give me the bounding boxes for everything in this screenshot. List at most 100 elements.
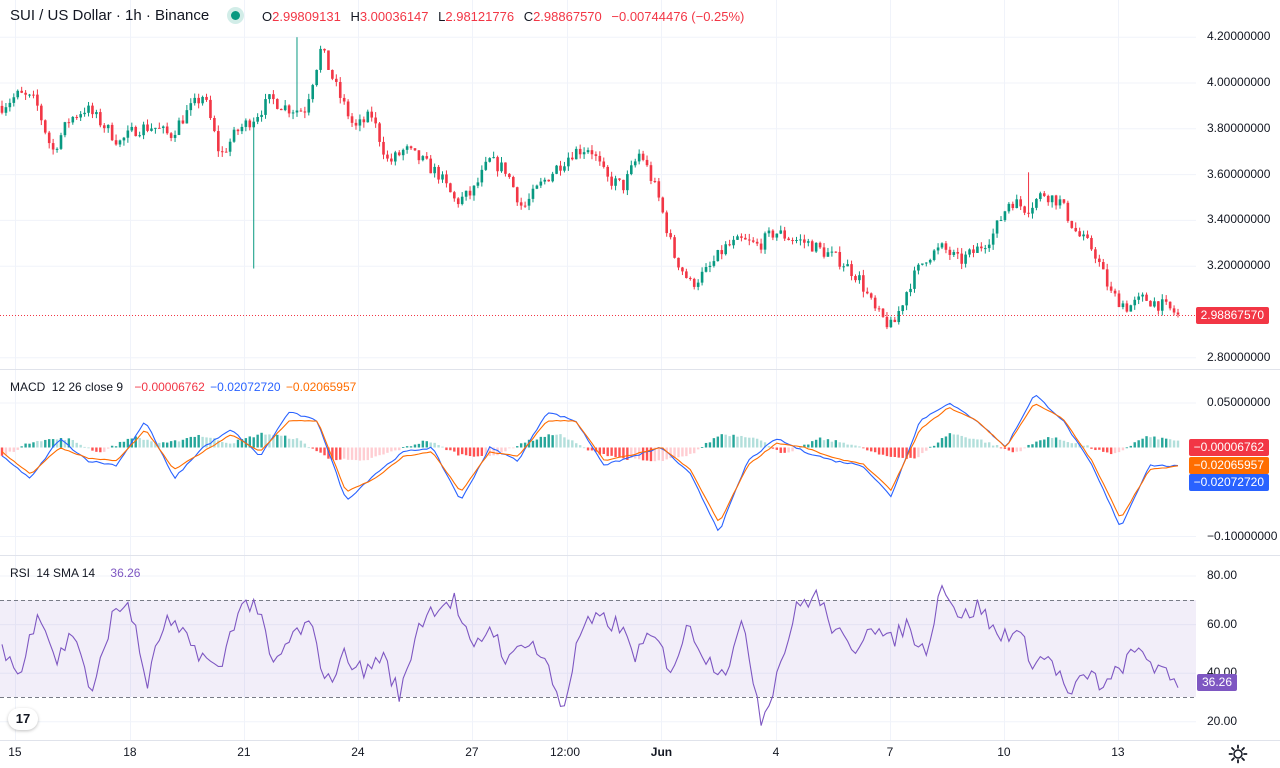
candle-body — [433, 166, 436, 174]
macd-hist-bar — [201, 436, 204, 448]
macd-tick-label: −0.10000000 — [1207, 528, 1278, 543]
candle-body — [122, 137, 126, 141]
candle-body — [311, 85, 315, 100]
candle-body — [677, 257, 680, 268]
high-value: 3.00036147 — [359, 9, 429, 24]
candle-body — [527, 198, 531, 206]
candle-body — [814, 242, 818, 252]
candle-body — [881, 308, 885, 317]
candle-body — [224, 151, 228, 153]
candle-body — [523, 205, 527, 207]
candle-body — [531, 188, 535, 199]
macd-hist-bar — [1153, 436, 1156, 448]
macd-hist-bar — [311, 447, 314, 449]
candle-body — [763, 233, 767, 250]
macd-hist-bar — [1172, 440, 1176, 448]
price-tick-label: 3.60000000 — [1207, 166, 1271, 181]
candle-body — [173, 134, 177, 138]
macd-hist-bar — [165, 442, 169, 448]
candle-body — [460, 196, 464, 205]
candle-body — [1090, 237, 1093, 250]
candle-body — [252, 121, 256, 128]
candle-body — [873, 297, 877, 309]
macd-hist-bar — [437, 445, 440, 448]
candle-body — [397, 152, 401, 156]
candle-body — [1094, 249, 1097, 259]
macd-hist-bar — [748, 437, 751, 448]
macd-hist-bar — [854, 445, 857, 448]
candle-body — [283, 105, 287, 111]
macd-hist-bar — [1113, 447, 1117, 454]
macd-hist-bar — [335, 447, 338, 461]
macd-hist-bar — [696, 447, 700, 450]
candle-body — [740, 236, 743, 238]
macd-hist-bar — [1137, 440, 1140, 448]
macd-hist-bar — [319, 447, 322, 453]
candle-body — [688, 277, 692, 279]
candle-body — [370, 111, 374, 118]
candle-body — [488, 158, 492, 162]
low-label: L — [438, 9, 446, 24]
candle-body — [991, 233, 995, 245]
candle-body — [36, 94, 39, 106]
candle-body — [307, 99, 311, 113]
candle-body — [1176, 312, 1180, 315]
candle-body — [559, 165, 562, 171]
candle-body — [1129, 305, 1133, 312]
candle-body — [1003, 211, 1007, 221]
macd-hist-bar — [661, 447, 664, 462]
macd-hist-bar — [968, 438, 971, 448]
macd-line-value: −0.02072720 — [210, 380, 281, 394]
candle-body — [1078, 231, 1081, 237]
candle-body — [649, 165, 653, 181]
macd-hist-bar — [932, 445, 936, 448]
candle-body — [795, 239, 798, 241]
candle-body — [1137, 296, 1140, 300]
gear-icon[interactable] — [1228, 744, 1248, 764]
candle-body — [95, 112, 98, 115]
macd-hist-bar — [547, 434, 550, 448]
macd-hist-bar — [905, 447, 908, 459]
macd-hist-bar — [543, 436, 546, 448]
candle-body — [181, 120, 185, 124]
macd-hist-bar — [217, 440, 220, 448]
macd-hist-bar — [197, 434, 200, 448]
macd-hist-bar — [441, 446, 444, 448]
macd-hist-bar — [1168, 439, 1172, 448]
candle-body — [40, 105, 43, 121]
candle-body — [728, 244, 731, 246]
macd-hist-bar — [209, 437, 212, 448]
macd-hist-bar — [531, 440, 535, 448]
candle-body — [268, 94, 271, 100]
candle-body — [535, 185, 539, 189]
candle-body — [1019, 199, 1022, 207]
macd-hist-bar — [480, 447, 484, 456]
macd-hist-bar — [1102, 447, 1105, 452]
macd-hist-bar — [582, 447, 586, 449]
macd-hist-bar — [386, 447, 389, 453]
tradingview-logo-icon[interactable]: 17 — [8, 708, 38, 730]
macd-hist-bar — [429, 442, 432, 448]
macd-hist-bar — [185, 438, 189, 448]
candle-body — [405, 146, 409, 150]
candle-body — [28, 94, 31, 96]
candle-body — [114, 140, 118, 145]
candle-body — [272, 94, 275, 100]
candle-body — [106, 124, 110, 129]
candle-body — [999, 220, 1003, 222]
macd-hist-bar — [811, 441, 814, 448]
macd-hist-bar — [464, 447, 468, 456]
macd-hist-bar — [36, 440, 39, 448]
macd-hist-bar — [248, 436, 251, 448]
macd-hist-bar — [358, 447, 362, 461]
macd-hist-bar — [154, 441, 157, 448]
candle-body — [362, 119, 366, 123]
macd-hist-bar — [126, 438, 130, 448]
macd-legend[interactable]: MACD 12 26 close 9 −0.00006762 −0.020727… — [10, 380, 356, 394]
candle-body — [331, 69, 334, 79]
candle-body — [4, 107, 8, 113]
candle-body — [736, 236, 739, 240]
candle-body — [1015, 199, 1019, 209]
rsi-legend[interactable]: RSI 14 SMA 14 36.26 — [10, 566, 140, 580]
candle-body — [504, 162, 507, 174]
